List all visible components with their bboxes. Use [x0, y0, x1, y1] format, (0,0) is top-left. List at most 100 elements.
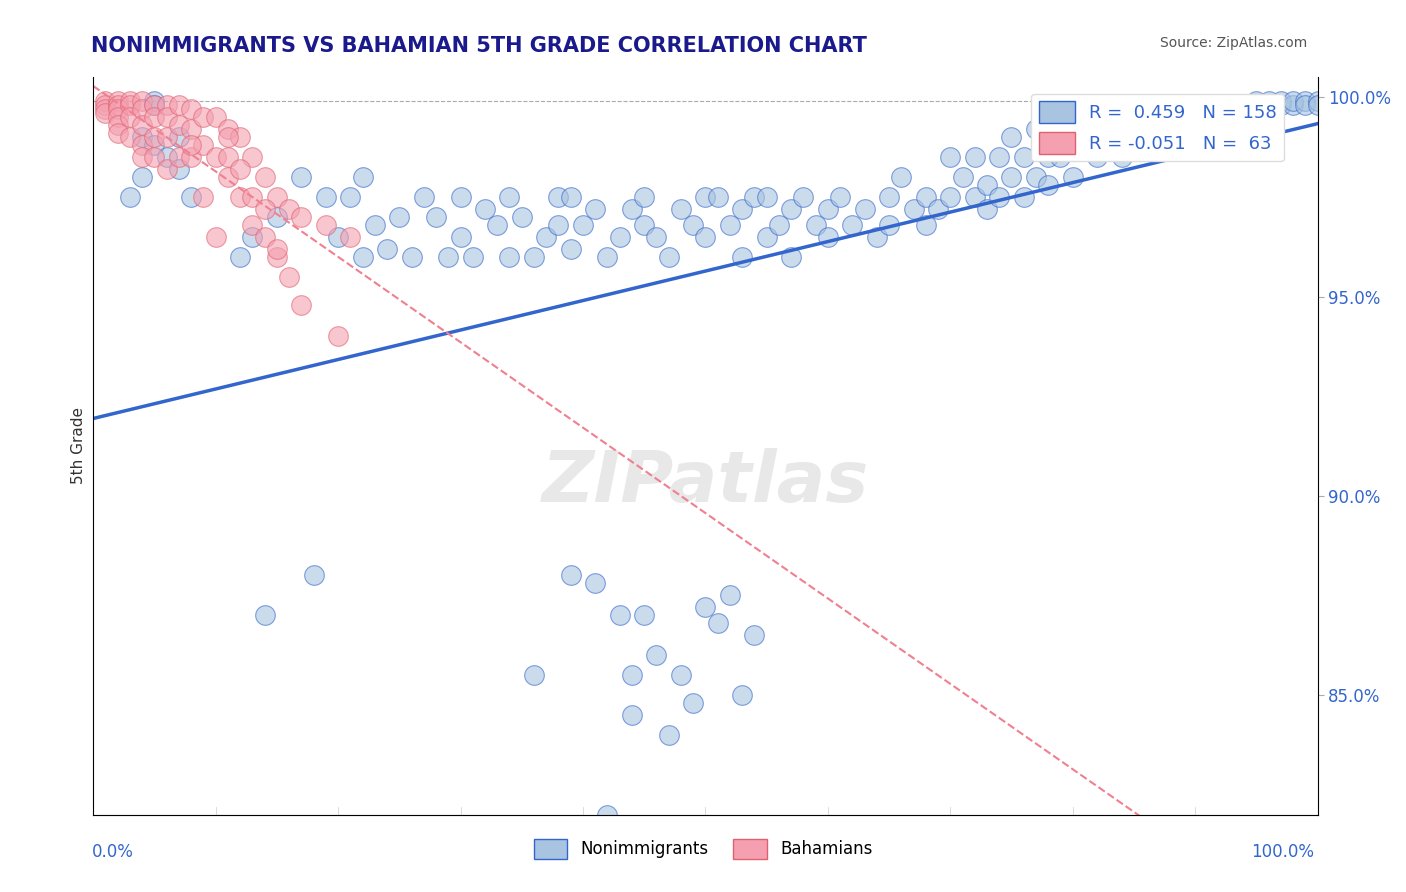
- Point: [474, 202, 496, 216]
- Point: [107, 98, 129, 112]
- Point: [167, 162, 190, 177]
- Point: [706, 190, 728, 204]
- Point: [1122, 138, 1144, 153]
- Point: [1306, 95, 1329, 109]
- Point: [1049, 130, 1071, 145]
- Point: [1025, 122, 1047, 136]
- Point: [486, 218, 509, 232]
- Point: [1062, 130, 1084, 145]
- Point: [682, 696, 704, 710]
- Point: [1038, 178, 1060, 192]
- Point: [914, 218, 936, 232]
- Point: [596, 807, 619, 822]
- Text: ZIPatlas: ZIPatlas: [541, 449, 869, 517]
- Point: [706, 616, 728, 631]
- Point: [143, 98, 166, 112]
- Point: [253, 169, 276, 184]
- Point: [204, 110, 226, 124]
- Point: [658, 728, 681, 742]
- Point: [1233, 98, 1256, 112]
- Point: [669, 202, 692, 216]
- Point: [547, 218, 569, 232]
- Point: [131, 95, 153, 109]
- Point: [167, 118, 190, 132]
- Point: [1085, 138, 1108, 153]
- Point: [94, 106, 117, 120]
- Point: [315, 190, 337, 204]
- Point: [290, 297, 312, 311]
- Point: [804, 218, 827, 232]
- Point: [326, 229, 349, 244]
- Point: [131, 138, 153, 153]
- Point: [193, 138, 215, 153]
- Point: [695, 229, 717, 244]
- Point: [828, 190, 851, 204]
- Point: [352, 169, 374, 184]
- Point: [450, 190, 472, 204]
- Point: [302, 568, 325, 582]
- Point: [988, 150, 1011, 164]
- Point: [792, 190, 814, 204]
- Point: [450, 229, 472, 244]
- Point: [633, 218, 655, 232]
- Point: [156, 98, 179, 112]
- Point: [143, 95, 166, 109]
- Point: [107, 118, 129, 132]
- Point: [1049, 150, 1071, 164]
- Point: [131, 103, 153, 117]
- Point: [755, 190, 778, 204]
- Point: [229, 190, 252, 204]
- Point: [1111, 138, 1133, 153]
- Point: [266, 210, 288, 224]
- Point: [1038, 150, 1060, 164]
- Point: [731, 202, 754, 216]
- Point: [633, 190, 655, 204]
- Point: [1160, 130, 1182, 145]
- Point: [107, 103, 129, 117]
- Point: [1257, 98, 1279, 112]
- Point: [658, 250, 681, 264]
- Point: [461, 250, 484, 264]
- Point: [877, 218, 900, 232]
- Point: [534, 229, 557, 244]
- Point: [510, 210, 533, 224]
- Point: [731, 250, 754, 264]
- Point: [253, 202, 276, 216]
- Point: [1294, 98, 1316, 112]
- Point: [1171, 110, 1194, 124]
- Point: [1098, 130, 1121, 145]
- Point: [217, 122, 239, 136]
- Point: [596, 250, 619, 264]
- Point: [841, 218, 863, 232]
- Point: [1294, 95, 1316, 109]
- Point: [547, 190, 569, 204]
- Point: [682, 218, 704, 232]
- Point: [118, 98, 141, 112]
- Point: [217, 130, 239, 145]
- Point: [1246, 98, 1268, 112]
- Point: [1270, 98, 1292, 112]
- Point: [94, 103, 117, 117]
- Point: [1208, 98, 1230, 112]
- Point: [266, 242, 288, 256]
- Point: [167, 130, 190, 145]
- Point: [523, 250, 546, 264]
- Point: [1246, 95, 1268, 109]
- Text: 0.0%: 0.0%: [91, 843, 134, 861]
- Point: [412, 190, 434, 204]
- Y-axis label: 5th Grade: 5th Grade: [72, 408, 86, 484]
- Point: [744, 628, 766, 642]
- Point: [1085, 150, 1108, 164]
- Text: 100.0%: 100.0%: [1251, 843, 1315, 861]
- Point: [1160, 122, 1182, 136]
- Point: [143, 130, 166, 145]
- Point: [229, 250, 252, 264]
- Point: [425, 210, 447, 224]
- Point: [755, 229, 778, 244]
- Point: [939, 150, 962, 164]
- Point: [1122, 122, 1144, 136]
- Point: [131, 169, 153, 184]
- Point: [903, 202, 925, 216]
- Point: [669, 668, 692, 682]
- Point: [731, 688, 754, 702]
